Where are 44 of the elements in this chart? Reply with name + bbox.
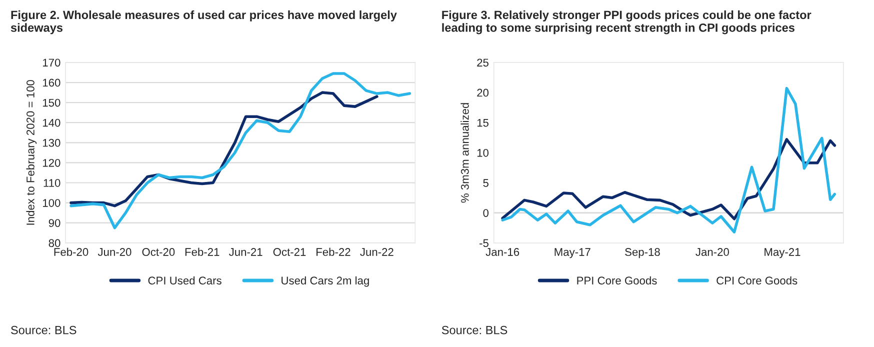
x-tick-label: Jun-22: [360, 248, 394, 256]
x-tick-label: Jan-20: [696, 248, 729, 256]
y-tick-label: 0: [483, 209, 489, 217]
y-tick-label: 130: [43, 138, 60, 147]
chart-title: Figure 3. Relatively stronger PPI goods prices could be one factor leading to some surprising recent strength in CPI goods prices: [442, 10, 812, 34]
y-axis-title: Index to February 2020 = 100: [26, 80, 37, 225]
x-tick-label: Oct-20: [142, 248, 175, 256]
y-tick-label: 120: [43, 158, 60, 167]
y-tick-label: 80: [48, 239, 60, 248]
legend-label: CPI Used Cars: [148, 276, 222, 285]
y-tick-label: 20: [477, 88, 489, 97]
y-tick-label: 150: [43, 98, 60, 107]
source-note: Source: BLS: [11, 326, 76, 334]
x-tick-label: Jan-16: [486, 248, 520, 256]
x-tick-label: Feb-20: [54, 248, 88, 256]
legend-label: CPI Core Goods: [716, 276, 798, 285]
chart-title: Figure 2. Wholesale measures of used car prices have moved largely sideways: [10, 10, 397, 34]
y-tick-label: 140: [43, 118, 60, 127]
x-tick-label: May-17: [554, 248, 590, 258]
y-tick-label: 90: [48, 219, 60, 227]
y-tick-label: 160: [43, 78, 60, 87]
x-tick-label: Sep-18: [625, 248, 660, 258]
line-series: [70, 91, 378, 208]
x-tick-label: May-21: [764, 248, 800, 258]
x-tick-label: Feb-22: [316, 248, 350, 256]
y-tick-label: 25: [477, 58, 488, 67]
y-tick-label: 100: [43, 199, 60, 207]
legend-label: Used Cars 2m lag: [282, 276, 369, 287]
x-tick-label: Jun-21: [229, 248, 262, 256]
line-series: [501, 86, 836, 234]
y-tick-label: 170: [43, 58, 60, 67]
x-tick-label: Jun-20: [98, 248, 132, 256]
y-tick-label: 10: [477, 148, 489, 157]
line-series: [70, 72, 412, 230]
y-tick-label: -5: [480, 239, 488, 248]
y-tick-label: 110: [44, 179, 60, 187]
y-tick-label: 5: [483, 179, 488, 187]
y-axis-title: % 3m3m annualized: [460, 103, 469, 203]
x-tick-label: Feb-21: [185, 248, 220, 256]
line-series: [501, 138, 836, 220]
x-tick-label: Oct-21: [273, 248, 306, 256]
source-note: Source: BLS: [442, 326, 508, 334]
y-tick-label: 15: [477, 118, 488, 127]
legend-label: PPI Core Goods: [577, 276, 657, 285]
